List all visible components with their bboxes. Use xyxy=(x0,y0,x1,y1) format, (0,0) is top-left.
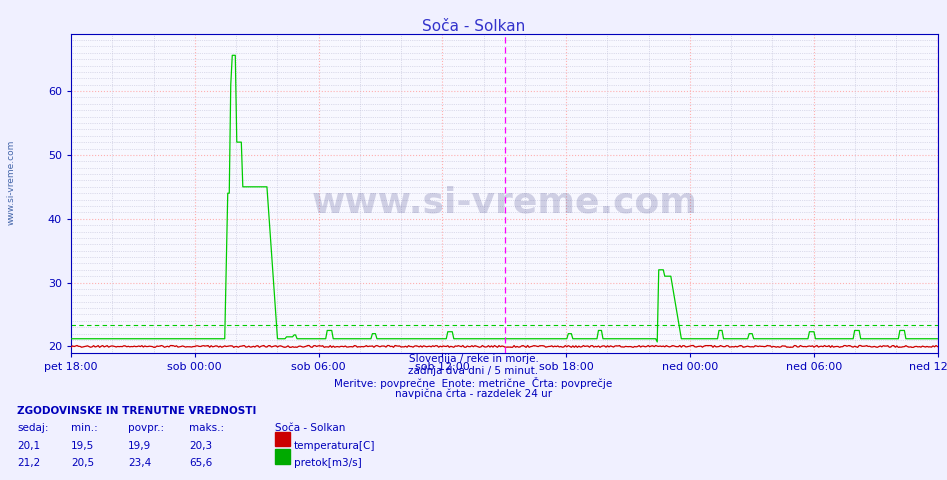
Text: 21,2: 21,2 xyxy=(17,458,41,468)
Text: pretok[m3/s]: pretok[m3/s] xyxy=(294,458,362,468)
Text: Slovenija / reke in morje.: Slovenija / reke in morje. xyxy=(408,354,539,364)
Text: 23,4: 23,4 xyxy=(128,458,152,468)
Text: www.si-vreme.com: www.si-vreme.com xyxy=(312,186,697,220)
Text: povpr.:: povpr.: xyxy=(128,423,164,433)
Text: temperatura[C]: temperatura[C] xyxy=(294,441,375,451)
Text: 19,5: 19,5 xyxy=(71,441,95,451)
Text: 19,9: 19,9 xyxy=(128,441,152,451)
Text: ZGODOVINSKE IN TRENUTNE VREDNOSTI: ZGODOVINSKE IN TRENUTNE VREDNOSTI xyxy=(17,406,257,416)
Text: 20,3: 20,3 xyxy=(189,441,212,451)
Text: min.:: min.: xyxy=(71,423,98,433)
Text: Meritve: povprečne  Enote: metrične  Črta: povprečje: Meritve: povprečne Enote: metrične Črta:… xyxy=(334,377,613,389)
Text: www.si-vreme.com: www.si-vreme.com xyxy=(7,140,16,225)
Text: 20,1: 20,1 xyxy=(17,441,40,451)
Text: navpična črta - razdelek 24 ur: navpična črta - razdelek 24 ur xyxy=(395,389,552,399)
Text: Soča - Solkan: Soča - Solkan xyxy=(421,19,526,34)
Text: sedaj:: sedaj: xyxy=(17,423,48,433)
Text: maks.:: maks.: xyxy=(189,423,224,433)
Text: 65,6: 65,6 xyxy=(189,458,213,468)
Text: 20,5: 20,5 xyxy=(71,458,94,468)
Text: zadnja dva dni / 5 minut.: zadnja dva dni / 5 minut. xyxy=(408,366,539,376)
Text: Soča - Solkan: Soča - Solkan xyxy=(275,423,345,433)
